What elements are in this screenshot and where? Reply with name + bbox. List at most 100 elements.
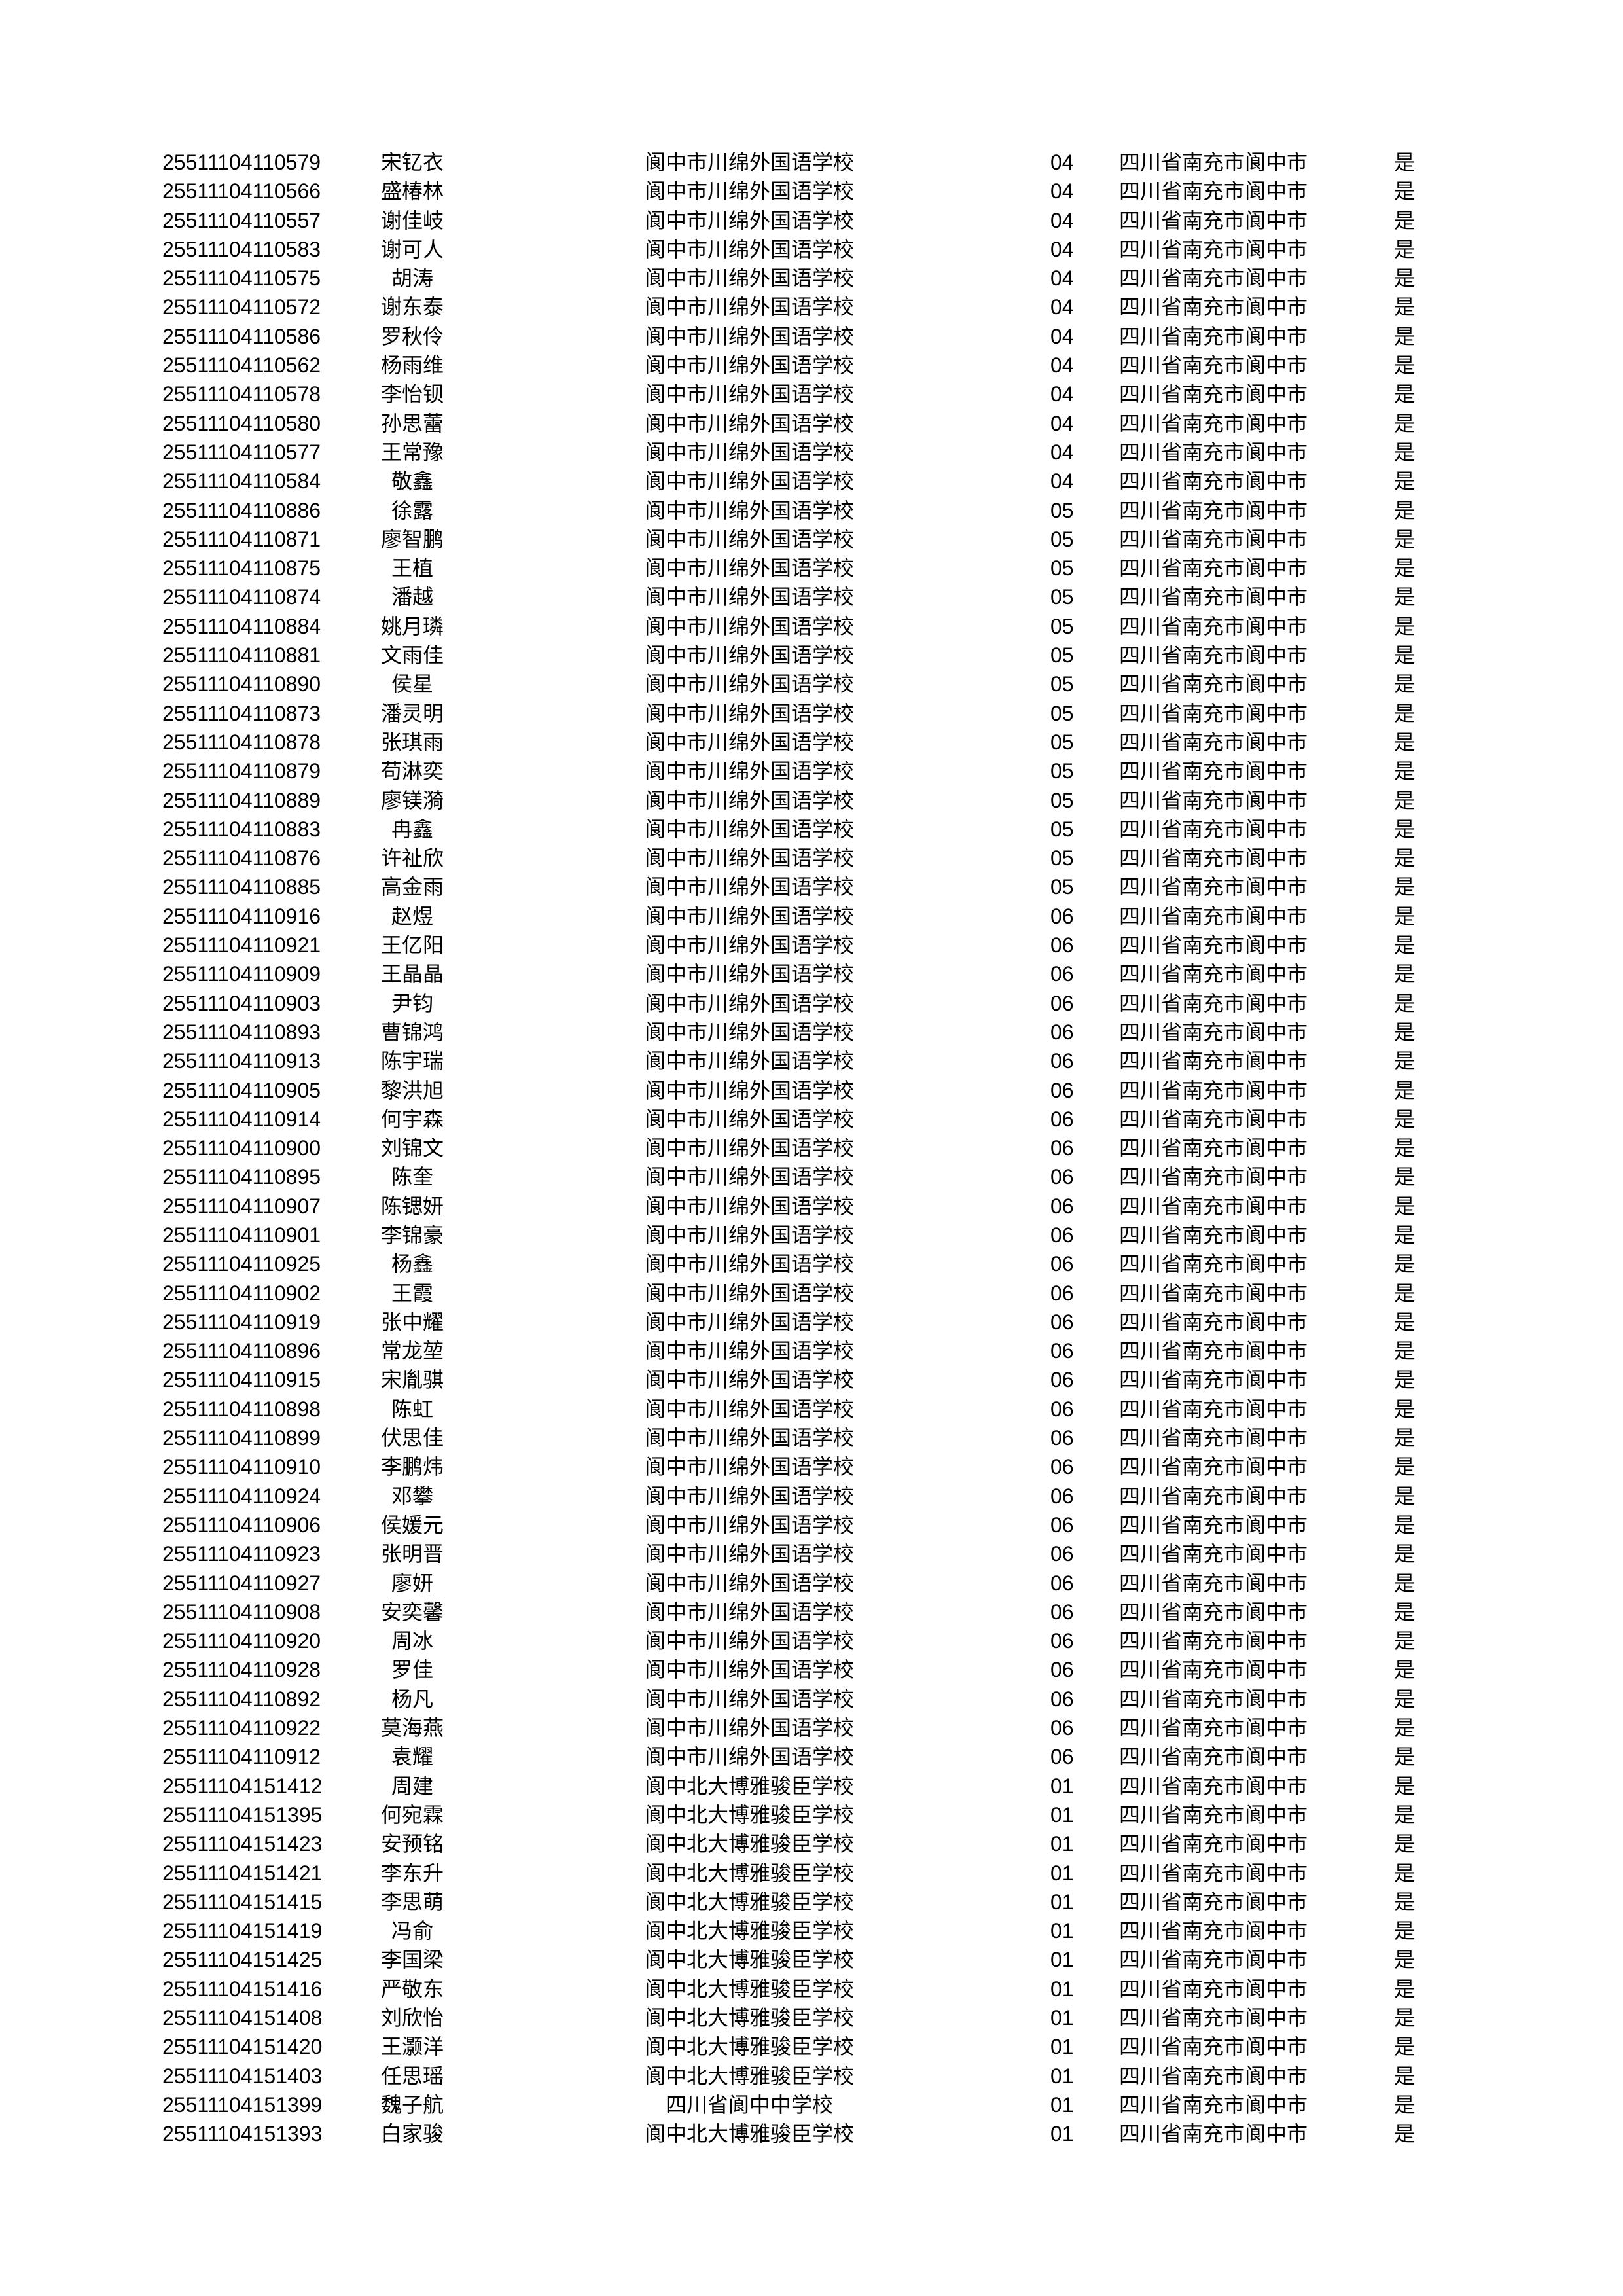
eligibility-flag: 是 xyxy=(1394,585,1416,609)
class-code: 01 xyxy=(1050,1861,1074,1885)
exam-id: 25511104151419 xyxy=(162,1919,323,1943)
exam-id: 25511104110901 xyxy=(162,1223,321,1247)
student-name: 李东升 xyxy=(380,1861,444,1885)
student-name: 李思萌 xyxy=(380,1890,444,1914)
region: 四川省南充市阆中市 xyxy=(1119,1861,1308,1885)
student-name: 孙思蕾 xyxy=(380,411,444,435)
table-row: 25511104110579 宋钇衣 阆中市川绵外国语学校 04 四川省南充市阆中市 是 xyxy=(0,148,1623,177)
school-name: 阆中市川绵外国语学校 xyxy=(644,962,854,986)
region: 四川省南充市阆中市 xyxy=(1119,1629,1308,1653)
class-code: 01 xyxy=(1050,1977,1074,2001)
exam-id: 25511104110907 xyxy=(162,1194,321,1218)
table-row: 25511104110914 何宇森 阆中市川绵外国语学校 06 四川省南充市阆中市 是 xyxy=(0,1105,1623,1134)
table-row: 25511104110919 张中耀 阆中市川绵外国语学校 06 四川省南充市阆中市 是 xyxy=(0,1308,1623,1336)
exam-id: 25511104110575 xyxy=(162,266,321,291)
table-row: 25511104151393 白家骏 阆中北大博雅骏臣学校 01 四川省南充市阆中市 是 xyxy=(0,2119,1623,2148)
table-row: 25511104110915 宋胤骐 阆中市川绵外国语学校 06 四川省南充市阆中市 是 xyxy=(0,1365,1623,1394)
table-row: 25511104151420 王灏洋 阆中北大博雅骏臣学校 01 四川省南充市阆中市 是 xyxy=(0,2032,1623,2061)
eligibility-flag: 是 xyxy=(1394,1948,1416,1972)
exam-id: 25511104151421 xyxy=(162,1861,323,1885)
exam-id: 25511104110577 xyxy=(162,440,321,464)
region: 四川省南充市阆中市 xyxy=(1119,469,1308,493)
student-name: 陈奎 xyxy=(391,1165,433,1189)
exam-id: 25511104110895 xyxy=(162,1165,321,1189)
school-name: 阆中市川绵外国语学校 xyxy=(644,1339,854,1363)
exam-id: 25511104110580 xyxy=(162,411,321,435)
class-code: 05 xyxy=(1050,556,1074,581)
class-code: 04 xyxy=(1050,440,1074,464)
student-name: 宋钇衣 xyxy=(380,151,444,174)
region: 四川省南充市阆中市 xyxy=(1119,237,1308,261)
student-name: 白家骏 xyxy=(380,2122,444,2146)
student-name: 文雨佳 xyxy=(380,643,444,668)
exam-id: 25511104110915 xyxy=(162,1368,321,1392)
school-name: 阆中市川绵外国语学校 xyxy=(644,1687,854,1711)
student-name: 周冰 xyxy=(391,1629,433,1653)
class-code: 05 xyxy=(1050,875,1074,899)
school-name: 阆中市川绵外国语学校 xyxy=(644,643,854,668)
exam-id: 25511104110925 xyxy=(162,1252,321,1276)
student-name: 袁耀 xyxy=(391,1745,433,1769)
school-name: 阆中市川绵外国语学校 xyxy=(644,498,854,522)
exam-id: 25511104110584 xyxy=(162,469,321,493)
class-code: 06 xyxy=(1050,1629,1074,1653)
region: 四川省南充市阆中市 xyxy=(1119,1716,1308,1740)
school-name: 阆中北大博雅骏臣学校 xyxy=(644,2035,854,2059)
student-name: 李怡钡 xyxy=(380,382,444,406)
school-name: 阆中市川绵外国语学校 xyxy=(644,1629,854,1653)
student-name: 何宛霖 xyxy=(380,1803,444,1827)
region: 四川省南充市阆中市 xyxy=(1119,556,1308,581)
exam-id: 25511104151415 xyxy=(162,1890,323,1914)
exam-id: 25511104110889 xyxy=(162,788,321,812)
exam-id: 25511104110899 xyxy=(162,1426,321,1450)
table-row: 25511104151419 冯俞 阆中北大博雅骏臣学校 01 四川省南充市阆中市 是 xyxy=(0,1916,1623,1945)
school-name: 阆中市川绵外国语学校 xyxy=(644,788,854,812)
student-name: 伏思佳 xyxy=(380,1426,444,1450)
class-code: 01 xyxy=(1050,1832,1074,1856)
class-code: 06 xyxy=(1050,1455,1074,1479)
eligibility-flag: 是 xyxy=(1394,1774,1416,1798)
region: 四川省南充市阆中市 xyxy=(1119,933,1308,958)
table-row: 25511104110928 罗佳 阆中市川绵外国语学校 06 四川省南充市阆中市 是 xyxy=(0,1655,1623,1684)
region: 四川省南充市阆中市 xyxy=(1119,295,1308,319)
class-code: 06 xyxy=(1050,1020,1074,1044)
exam-id: 25511104110876 xyxy=(162,846,321,870)
eligibility-flag: 是 xyxy=(1394,1861,1416,1885)
exam-id: 25511104110883 xyxy=(162,817,321,841)
student-name: 莫海燕 xyxy=(380,1716,444,1740)
region: 四川省南充市阆中市 xyxy=(1119,701,1308,725)
student-name: 任思瑶 xyxy=(380,2064,444,2088)
table-row: 25511104151412 周建 阆中北大博雅骏臣学校 01 四川省南充市阆中市 是 xyxy=(0,1772,1623,1801)
exam-id: 25511104110557 xyxy=(162,208,321,232)
table-row: 25511104151416 严敬东 阆中北大博雅骏臣学校 01 四川省南充市阆中市 是 xyxy=(0,1975,1623,2003)
school-name: 阆中市川绵外国语学校 xyxy=(644,324,854,348)
student-name: 谢东泰 xyxy=(380,295,444,319)
region: 四川省南充市阆中市 xyxy=(1119,1136,1308,1160)
school-name: 阆中市川绵外国语学校 xyxy=(644,1281,854,1305)
class-code: 01 xyxy=(1050,2122,1074,2146)
table-row: 25511104110924 邓攀 阆中市川绵外国语学校 06 四川省南充市阆中市 是 xyxy=(0,1482,1623,1511)
exam-id: 25511104110924 xyxy=(162,1484,321,1508)
eligibility-flag: 是 xyxy=(1394,1542,1416,1566)
student-name: 李鹏炜 xyxy=(380,1455,444,1479)
region: 四川省南充市阆中市 xyxy=(1119,904,1308,928)
school-name: 阆中市川绵外国语学校 xyxy=(644,1107,854,1131)
school-name: 阆中市川绵外国语学校 xyxy=(644,151,854,174)
class-code: 04 xyxy=(1050,353,1074,378)
student-name: 王植 xyxy=(391,556,433,581)
eligibility-flag: 是 xyxy=(1394,933,1416,958)
student-name: 姚月璘 xyxy=(380,614,444,638)
exam-id: 25511104110893 xyxy=(162,1020,321,1044)
exam-id: 25511104110921 xyxy=(162,933,321,958)
school-name: 阆中市川绵外国语学校 xyxy=(644,237,854,261)
region: 四川省南充市阆中市 xyxy=(1119,324,1308,348)
class-code: 06 xyxy=(1050,1194,1074,1218)
eligibility-flag: 是 xyxy=(1394,1281,1416,1305)
school-name: 阆中市川绵外国语学校 xyxy=(644,411,854,435)
eligibility-flag: 是 xyxy=(1394,1658,1416,1682)
exam-id: 25511104110875 xyxy=(162,556,321,581)
eligibility-flag: 是 xyxy=(1394,1977,1416,2001)
school-name: 阆中市川绵外国语学校 xyxy=(644,1426,854,1450)
region: 四川省南充市阆中市 xyxy=(1119,1484,1308,1508)
region: 四川省南充市阆中市 xyxy=(1119,411,1308,435)
